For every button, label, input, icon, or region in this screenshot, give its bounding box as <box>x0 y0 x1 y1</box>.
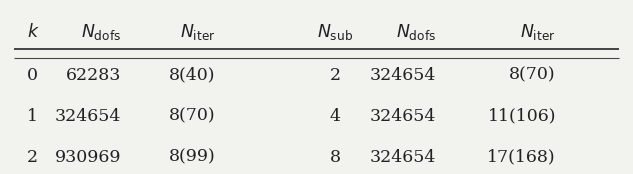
Text: 2: 2 <box>27 149 38 166</box>
Text: 324654: 324654 <box>370 149 436 166</box>
Text: 2: 2 <box>330 66 341 84</box>
Text: $N_{\mathrm{iter}}$: $N_{\mathrm{iter}}$ <box>520 22 556 42</box>
Text: $k$: $k$ <box>27 23 39 41</box>
Text: 0: 0 <box>27 66 37 84</box>
Text: $N_{\mathrm{dofs}}$: $N_{\mathrm{dofs}}$ <box>396 22 436 42</box>
Text: $N_{\mathrm{sub}}$: $N_{\mathrm{sub}}$ <box>317 22 353 42</box>
Text: 8(70): 8(70) <box>510 66 556 84</box>
Text: 4: 4 <box>330 108 341 125</box>
Text: 8(99): 8(99) <box>169 149 216 166</box>
Text: 17(168): 17(168) <box>487 149 556 166</box>
Text: 62283: 62283 <box>66 66 121 84</box>
Text: 8(70): 8(70) <box>169 108 216 125</box>
Text: 1: 1 <box>27 108 37 125</box>
Text: 8(40): 8(40) <box>169 66 216 84</box>
Text: 8: 8 <box>330 149 341 166</box>
Text: 930969: 930969 <box>54 149 121 166</box>
Text: 324654: 324654 <box>370 66 436 84</box>
Text: 11(106): 11(106) <box>487 108 556 125</box>
Text: $N_{\mathrm{iter}}$: $N_{\mathrm{iter}}$ <box>180 22 216 42</box>
Text: $N_{\mathrm{dofs}}$: $N_{\mathrm{dofs}}$ <box>81 22 121 42</box>
Text: 324654: 324654 <box>370 108 436 125</box>
Text: 324654: 324654 <box>55 108 121 125</box>
